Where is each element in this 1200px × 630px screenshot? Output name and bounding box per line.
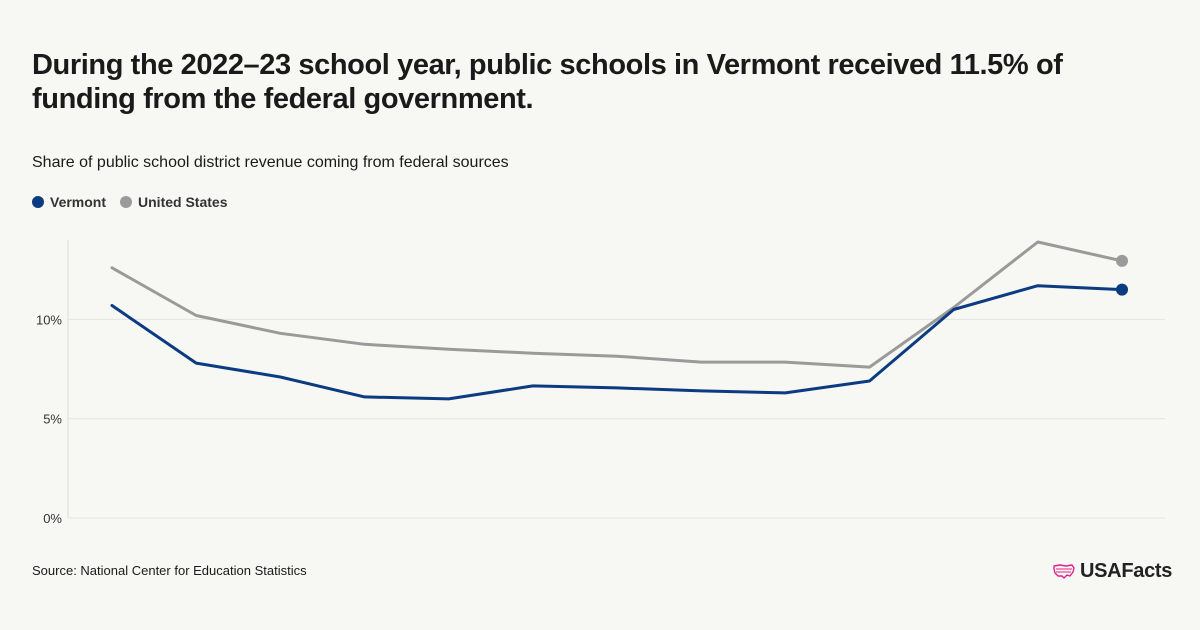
end-point-united-states (1116, 254, 1128, 267)
legend-swatch-vermont (32, 196, 44, 208)
legend-item-vermont: Vermont (32, 194, 106, 210)
chart-title: During the 2022–23 school year, public s… (32, 49, 1063, 115)
y-tick-label-0: 0% (43, 511, 62, 526)
usa-map-icon (1053, 563, 1075, 579)
y-tick-label-10: 10% (36, 312, 62, 327)
source-note: Source: National Center for Education St… (32, 563, 307, 578)
legend: Vermont United States (32, 194, 227, 210)
y-tick-label-5: 5% (43, 412, 62, 427)
usafacts-logo: USAFacts (1052, 560, 1172, 583)
series-line-vermont (110, 284, 1124, 401)
legend-item-united-states: United States (120, 194, 227, 210)
legend-swatch-united-states (120, 196, 133, 208)
logo-text: USAFacts (1080, 560, 1173, 582)
chart-subtitle: Share of public school district revenue … (32, 154, 509, 171)
series-line-united-states (110, 240, 1124, 369)
legend-label-vermont: Vermont (50, 194, 107, 210)
end-point-vermont (1116, 283, 1128, 296)
legend-label-united-states: United States (138, 194, 228, 210)
